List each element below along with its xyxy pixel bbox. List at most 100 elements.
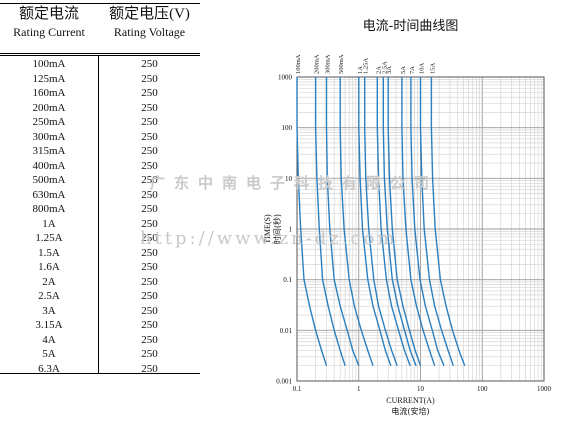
series-line-300mA xyxy=(325,77,360,366)
y-tick-label: 100 xyxy=(282,124,293,132)
y-axis-label-en: TIME(S) xyxy=(263,214,272,244)
table-cell-voltage: 250 xyxy=(141,174,158,186)
header-voltage-en: Rating Voltage xyxy=(113,25,186,39)
x-tick-label: 0.1 xyxy=(293,385,302,393)
table-cell-voltage: 250 xyxy=(141,72,158,85)
table-cell-voltage: 250 xyxy=(141,362,158,375)
table-header-rule xyxy=(0,53,200,54)
table-cell-current: 3.15A xyxy=(35,319,63,331)
table-cell-voltage: 250 xyxy=(141,348,158,360)
table-cell-current: 4A xyxy=(42,333,56,346)
table-cell-current: 800mA xyxy=(32,203,66,215)
y-axis-label-cn: 时间(秒) xyxy=(272,214,282,244)
table-cell-voltage: 250 xyxy=(141,145,158,157)
y-tick-label: 1000 xyxy=(278,74,293,82)
table-cell-voltage: 250 xyxy=(141,87,158,99)
table-cell-current: 3A xyxy=(42,304,56,317)
table-cell-voltage: 250 xyxy=(141,304,158,317)
series-label: 3A xyxy=(386,66,393,74)
table-cell-current: 300mA xyxy=(32,130,66,143)
table-cell-voltage: 250 xyxy=(141,203,158,215)
table-cell-voltage: 250 xyxy=(141,116,158,128)
x-axis-label-cn: 电流(安培) xyxy=(391,406,429,416)
y-tick-label: 10 xyxy=(285,175,293,183)
header-voltage-cn: 额定电压(V) xyxy=(109,6,190,22)
table-bottom-rule xyxy=(0,373,200,374)
header-current-en: Rating Current xyxy=(13,25,85,39)
table-cell-voltage: 250 xyxy=(141,159,158,172)
table-cell-current: 2.5A xyxy=(38,290,60,302)
table-cell-current: 6.3A xyxy=(38,362,60,375)
series-line-500mA xyxy=(339,77,374,366)
table-cell-current: 1A xyxy=(42,217,56,230)
y-tick-label: 0.01 xyxy=(280,327,293,335)
series-label: 2A xyxy=(375,66,382,74)
y-tick-label: 0.1 xyxy=(283,276,292,284)
table-cell-voltage: 250 xyxy=(141,101,158,114)
table-cell-current: 5A xyxy=(42,348,56,360)
table-cell-current: 200mA xyxy=(32,101,66,114)
rating-table: 额定电流 Rating Current 额定电压(V) Rating Volta… xyxy=(0,0,200,431)
x-tick-label: 100 xyxy=(477,385,488,393)
series-label: 500mA xyxy=(338,54,345,74)
series-label: 100mA xyxy=(295,54,302,74)
y-tick-label: 0.001 xyxy=(276,378,292,386)
x-tick-label: 10 xyxy=(417,385,425,393)
table-cell-voltage: 250 xyxy=(141,246,158,259)
table-cell-voltage: 250 xyxy=(141,232,158,244)
series-label: 300mA xyxy=(325,54,332,74)
table-cell-current: 125mA xyxy=(32,72,66,85)
series-label: 2.5A xyxy=(381,61,388,74)
header-current-cn: 额定电流 xyxy=(18,6,79,22)
series-label: 15A xyxy=(429,63,436,75)
table-cell-voltage: 250 xyxy=(141,275,158,288)
table-cell-current: 100mA xyxy=(32,58,66,70)
table-cell-current: 2A xyxy=(42,275,56,288)
table-cell-voltage: 250 xyxy=(141,290,158,302)
x-tick-label: 1 xyxy=(357,385,361,393)
series-label: 5A xyxy=(400,66,407,74)
x-tick-label: 1000 xyxy=(537,385,552,393)
table-column-divider xyxy=(98,55,99,373)
series-label: 10A xyxy=(419,63,426,75)
series-line-3A xyxy=(387,77,422,366)
table-top-rule xyxy=(0,3,200,4)
header-rating-voltage: 额定电压(V) Rating Voltage xyxy=(99,4,200,50)
series-line-200mA xyxy=(314,77,346,366)
series-line-5A xyxy=(401,77,436,366)
series-label: 1.25A xyxy=(363,58,370,74)
table-cell-current: 1.5A xyxy=(38,246,60,259)
series-label: 7A xyxy=(409,66,416,74)
series-line-7A xyxy=(410,77,445,366)
series-label: 1A xyxy=(357,66,364,74)
table-cell-current: 630mA xyxy=(32,188,66,201)
header-rating-current: 额定电流 Rating Current xyxy=(0,4,98,50)
x-axis-label-en: CURRENT(A) xyxy=(386,396,435,405)
table-cell-voltage: 250 xyxy=(141,319,158,331)
table-cell-current: 1.6A xyxy=(38,261,60,273)
table-cell-current: 1.25A xyxy=(35,232,63,244)
series-line-2.5A xyxy=(382,77,417,366)
table-cell-voltage: 250 xyxy=(141,261,158,273)
table-cell-current: 400mA xyxy=(32,159,66,172)
table-cell-current: 250mA xyxy=(32,116,66,128)
table-header-rule-2 xyxy=(0,55,200,56)
table-cell-current: 500mA xyxy=(32,174,66,186)
series-line-10A xyxy=(419,77,454,366)
series-line-15A xyxy=(430,77,466,366)
chart-title: 电流-时间曲线图 xyxy=(363,19,459,34)
table-cell-voltage: 250 xyxy=(141,188,158,201)
table-cell-voltage: 250 xyxy=(141,217,158,230)
table-cell-voltage: 250 xyxy=(141,58,158,70)
table-cell-current: 160mA xyxy=(32,87,66,99)
watermark-url: http://www.zn-dz.com xyxy=(140,228,398,249)
series-line-1.25A xyxy=(364,77,398,366)
series-line-100mA xyxy=(296,77,328,366)
watermark-company: 广东中南电子科技有限公司 xyxy=(150,174,439,192)
table-cell-voltage: 250 xyxy=(141,333,158,346)
series-line-1A xyxy=(358,77,392,366)
series-label: 200mA xyxy=(314,54,321,74)
y-tick-label: 1 xyxy=(289,226,293,234)
fuse-time-current-chart: 100mA 200mA 300mA 500mA 1A 1.25A 2A 2.5A 3A 5A 7A 1… xyxy=(230,0,571,431)
